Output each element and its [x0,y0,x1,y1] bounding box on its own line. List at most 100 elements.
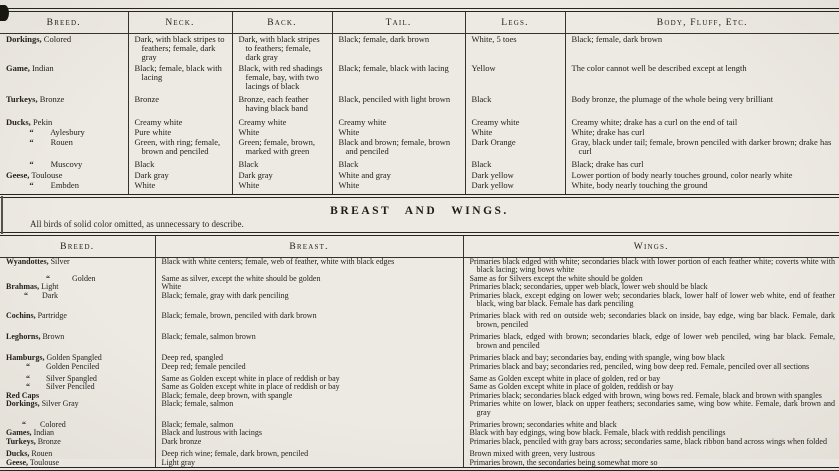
breed-name-bold: “ [6,383,30,392]
cell-tail: White [331,179,465,195]
breed-name-bold: Turkeys, [6,94,38,105]
breed-name-bold: Cochins, [6,311,36,321]
cell-body: The color cannot well be described excep… [564,62,839,92]
breed-name-bold: “ [6,126,34,137]
cell-breast: Same as silver, except the white should … [154,274,463,284]
col-header-neck: Neck. [127,8,232,34]
table-row: Dorkings, Colored Dark, with black stripe… [0,33,839,63]
cell-breast: Light gray [154,458,463,467]
cell-body: Gray, black under tail; female, brown pe… [564,137,839,157]
cell-breed: Geese, Toulouse [0,459,155,467]
cell-breed: Games, Indian [0,429,155,437]
cell-neck: White [127,179,232,195]
col-header-breast: Breast. [154,232,463,259]
cell-breast: Same as Golden except white in place of … [154,382,463,392]
plumage-table-header: Breed. Neck. Back. Tail. Legs. Body, Flu… [0,8,839,34]
cell-back: Black, with red shadings female, bay, wi… [231,62,332,92]
breed-variety: Bronze [37,94,65,105]
breed-variety: Bronze [35,437,61,446]
cell-breed: “ Silver Spangled [0,371,155,383]
breed-name-bold: Leghorns, [6,332,41,342]
cell-breed: Dorkings, Colored [0,34,128,63]
table-row: Ducks, Rouen Deep rich wine; female, dark… [0,446,839,459]
table-row: “ Golden Penciled Deep red; female pencil… [0,362,839,371]
breed-variety: Indian [31,429,54,438]
cell-wings: Primaries black; secondaries, upper web … [462,282,839,292]
breed-name-bold: Hamburgs, [6,353,45,363]
table-row: Leghorns, Brown Black; female, salmon bro… [0,329,839,351]
breed-variety: Colored [26,419,66,429]
cell-breast: White [154,282,463,292]
cell-tail: Creamy white [331,113,465,127]
cell-breed: “ Colored [0,417,155,429]
table-row: “ Embden White White White Dark yellow White,… [0,179,839,195]
cell-breed: Ducks, Pekin [0,114,128,127]
cell-neck: Black [127,156,232,170]
breed-variety: Light [39,283,59,292]
cell-body: Black; drake has curl [564,156,839,170]
breed-variety: Muscovy [33,159,83,170]
breed-variety: Golden Penciled [30,362,100,371]
breed-name-bold: “ [6,419,26,429]
cell-breed: Ducks, Rouen [0,446,155,458]
breed-name-bold: Game, [6,62,30,73]
cell-wings: Primaries white on lower, black on upper… [462,399,839,417]
breed-name-bold: Wyandottes, [6,257,49,267]
cell-wings: Same as Golden except white in place of … [462,370,839,384]
breed-name-bold: Red Caps [6,391,40,400]
breed-name-bold: “ [6,373,30,383]
col-header-breed: Breed. [0,8,128,34]
cell-neck: Black; female, black with lacing [127,62,232,92]
cell-back: Dark, with black stripes to feathers; fe… [231,33,332,63]
cell-wings: Primaries brown; secondaries white and b… [462,416,839,430]
cell-neck: Dark gray [127,169,232,180]
cell-neck: Creamy white [127,113,232,127]
cell-back: Green; female, brown, marked with green [231,137,332,157]
cell-breast: Deep rich wine; female, dark brown, penc… [154,446,463,459]
cell-breed: Cochins, Partridge [0,308,155,329]
table-row: “ Aylesbury Pure white White White White Whit… [0,126,839,138]
table-row: “ Golden Same as silver, except the white… [0,274,839,284]
cell-wings: Primaries black, except edging on lower … [462,291,839,309]
breed-variety: Silver Penciled [30,383,95,392]
cell-wings: Primaries black edged with white; second… [462,257,839,275]
cell-breed: “ Dark [0,292,155,309]
breed-variety: Rouen [33,137,73,148]
col-header-back: Back. [231,8,332,34]
breed-name-bold: “ [6,159,34,170]
breed-variety: Embden [33,179,79,190]
breed-name-bold: Turkeys, [6,437,36,446]
cell-breed: “ Aylesbury [0,127,128,137]
cell-breast: Black; female, gray with dark penciling [154,291,463,309]
cell-breast: Black; female, salmon [154,399,463,417]
cell-breast: Black; female, brown, penciled with dark… [154,308,463,330]
breed-variety: Colored [41,34,72,44]
cell-tail: White and gray [331,169,465,180]
cell-wings: Primaries black and bay; secondaries bay… [462,350,839,363]
cell-body: Body bronze, the plumage of the whole be… [564,91,839,114]
cell-wings: Same as Golden except white in place of … [462,382,839,392]
table-row: “ Silver Spangled Same as Golden except w… [0,370,839,384]
cell-back: Black [231,156,332,170]
cell-legs: Black [464,156,565,170]
table-row: Ducks, Pekin Creamy white Creamy white Crea… [0,113,839,127]
cell-wings: Primaries black with red on outside web;… [462,308,839,330]
cell-breast: Black; female, salmon brown [154,329,463,351]
plumage-table-body: Dorkings, Colored Dark, with black stripe… [0,33,839,195]
col-header-legs: Legs. [464,8,565,34]
cell-neck: Green, with ring; female, brown and penc… [127,137,232,157]
cell-wings: Primaries black, penciled with gray bars… [462,437,839,447]
table-row: Turkeys, Bronze Bronze Bronze, each feathe… [0,91,839,114]
breed-name-bold: Geese, [6,169,30,180]
col-header-tail: Tail. [331,8,465,34]
cell-breast: Black; female, salmon [154,416,463,430]
cell-legs: Dark yellow [464,179,565,195]
cell-breed: Hamburgs, Golden Spangled [0,350,155,362]
body-plumage-table: Breed. Neck. Back. Tail. Legs. Body, Flu… [0,8,839,195]
cell-breed: “ Golden Penciled [0,363,155,371]
breed-name-bold: Ducks, [6,116,31,127]
cell-legs: Dark yellow [464,169,565,180]
breed-variety: Silver Gray [39,400,79,409]
cell-neck: Pure white [127,126,232,138]
